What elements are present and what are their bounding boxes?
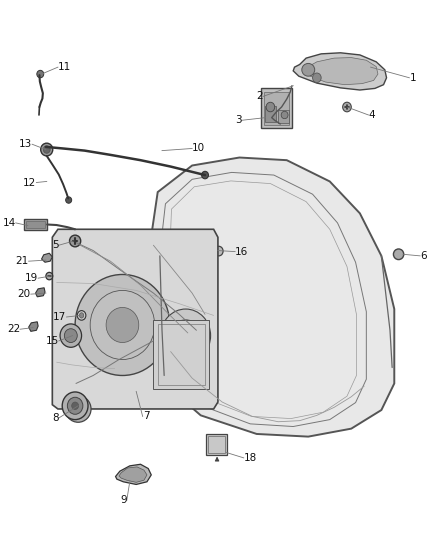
Ellipse shape (71, 401, 86, 417)
Ellipse shape (66, 197, 72, 203)
Ellipse shape (72, 402, 78, 409)
Ellipse shape (67, 397, 83, 414)
Text: 9: 9 (120, 495, 127, 505)
Polygon shape (119, 467, 147, 482)
Text: 21: 21 (15, 256, 28, 266)
Ellipse shape (37, 70, 44, 78)
Polygon shape (136, 158, 394, 437)
Bar (264, 92, 290, 125)
Text: 6: 6 (420, 251, 427, 261)
Ellipse shape (64, 329, 77, 343)
Text: 16: 16 (235, 247, 248, 256)
Text: 10: 10 (192, 143, 205, 154)
Polygon shape (35, 288, 45, 297)
Ellipse shape (77, 311, 86, 320)
Ellipse shape (393, 249, 404, 260)
Text: 19: 19 (25, 273, 38, 283)
Ellipse shape (41, 143, 53, 156)
Ellipse shape (62, 392, 88, 419)
Ellipse shape (70, 235, 81, 247)
Text: 5: 5 (52, 240, 59, 250)
Text: 13: 13 (19, 139, 32, 149)
Ellipse shape (313, 73, 321, 83)
Text: 7: 7 (143, 411, 149, 422)
Polygon shape (305, 58, 378, 85)
Text: 8: 8 (52, 413, 59, 423)
Ellipse shape (43, 144, 49, 150)
Text: 14: 14 (3, 218, 16, 228)
Polygon shape (42, 253, 52, 262)
Bar (265, 106, 276, 122)
Ellipse shape (302, 63, 315, 76)
Text: 1: 1 (410, 73, 416, 83)
Ellipse shape (343, 102, 351, 112)
Polygon shape (293, 53, 387, 90)
Ellipse shape (65, 395, 91, 422)
Polygon shape (28, 322, 38, 332)
Text: 11: 11 (58, 62, 71, 72)
Text: 15: 15 (46, 336, 59, 346)
Text: 22: 22 (7, 324, 20, 334)
Ellipse shape (161, 309, 211, 362)
Polygon shape (116, 464, 151, 484)
Text: 2: 2 (257, 91, 263, 101)
Bar (26, 221, 45, 228)
Ellipse shape (281, 111, 288, 119)
Ellipse shape (79, 313, 84, 318)
Ellipse shape (215, 246, 223, 256)
Text: 20: 20 (18, 289, 31, 299)
Bar (208, 436, 225, 453)
Text: 3: 3 (235, 115, 242, 125)
Ellipse shape (75, 274, 170, 375)
Ellipse shape (43, 146, 50, 154)
Text: 18: 18 (244, 453, 257, 463)
Bar (153, 320, 209, 389)
Ellipse shape (60, 324, 81, 348)
Text: 12: 12 (23, 177, 36, 188)
Ellipse shape (266, 102, 275, 112)
Polygon shape (52, 229, 218, 409)
Ellipse shape (201, 171, 208, 179)
Bar (206, 434, 227, 455)
Text: 4: 4 (368, 110, 375, 120)
Bar (261, 88, 292, 128)
Ellipse shape (106, 308, 139, 343)
Bar (278, 110, 289, 123)
Text: 17: 17 (53, 312, 67, 322)
Bar (24, 219, 47, 230)
Bar (158, 324, 205, 384)
Ellipse shape (46, 272, 53, 280)
